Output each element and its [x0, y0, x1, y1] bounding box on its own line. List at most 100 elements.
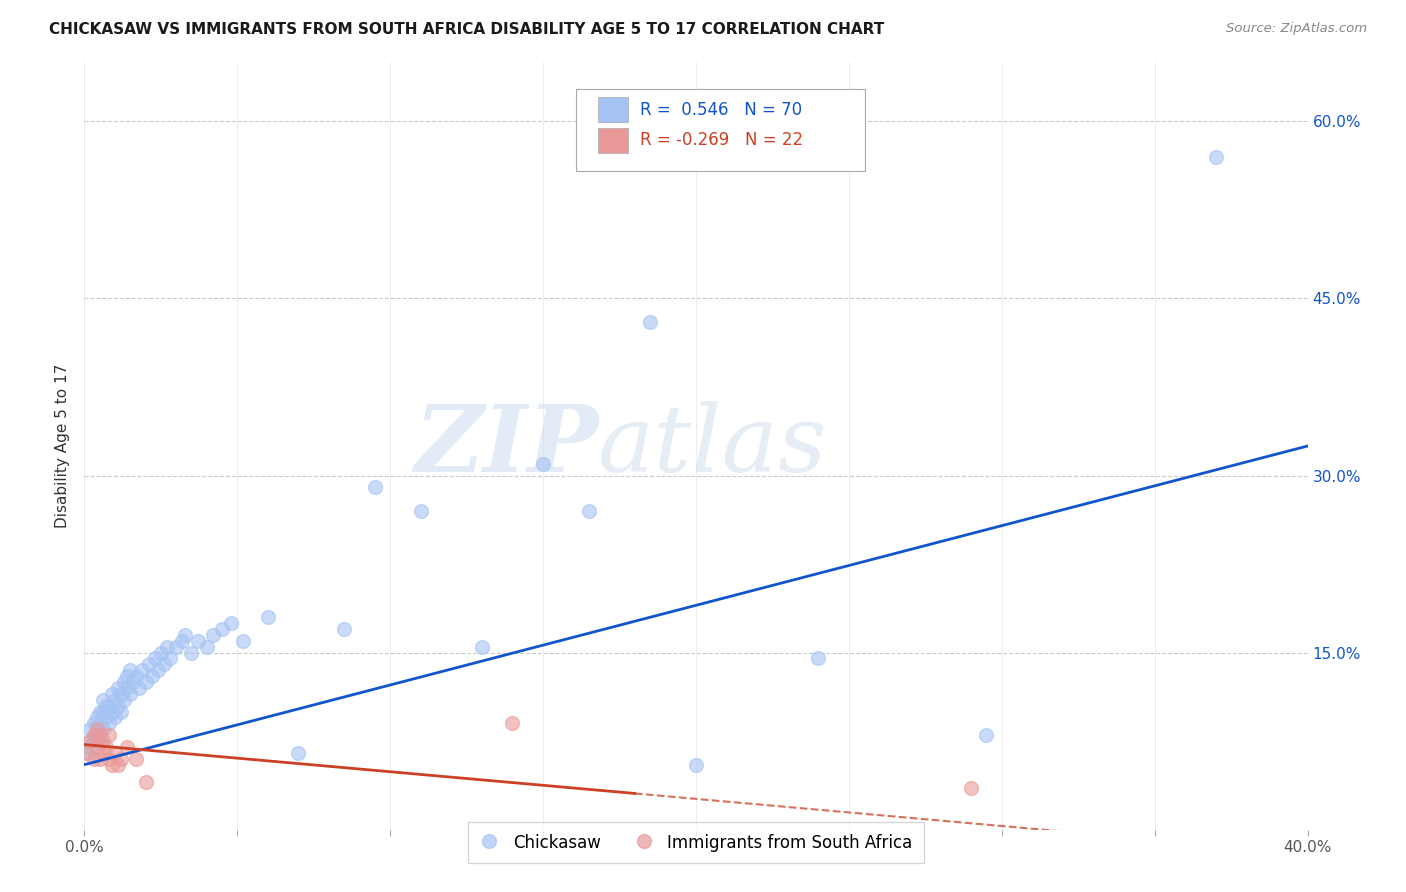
Point — [83, 734, 105, 748]
Point — [79, 723, 101, 737]
Point — [89, 728, 111, 742]
Point — [149, 646, 172, 660]
Point — [180, 646, 202, 660]
Point — [146, 663, 169, 677]
Point — [89, 716, 111, 731]
Point — [110, 687, 132, 701]
Point — [232, 633, 254, 648]
Point — [138, 657, 160, 672]
Text: ZIP: ZIP — [413, 401, 598, 491]
Point — [976, 728, 998, 742]
Point — [115, 669, 138, 683]
Point — [135, 775, 157, 789]
Point — [89, 705, 111, 719]
Point — [101, 757, 124, 772]
Point — [91, 723, 114, 737]
Point — [104, 692, 127, 706]
Point — [107, 681, 129, 695]
Point — [86, 739, 108, 754]
Point — [174, 628, 197, 642]
Point — [122, 675, 145, 690]
Point — [287, 746, 309, 760]
Point — [86, 723, 108, 737]
Point — [201, 628, 224, 642]
Point — [89, 734, 111, 748]
Point — [120, 663, 142, 677]
Point — [79, 734, 101, 748]
Point — [112, 675, 135, 690]
Point — [94, 698, 117, 713]
Point — [471, 640, 494, 654]
Point — [257, 610, 280, 624]
Point — [101, 705, 124, 719]
Point — [97, 728, 120, 742]
Point — [79, 739, 101, 754]
Point — [76, 746, 98, 760]
Text: CHICKASAW VS IMMIGRANTS FROM SOUTH AFRICA DISABILITY AGE 5 TO 17 CORRELATION CHA: CHICKASAW VS IMMIGRANTS FROM SOUTH AFRIC… — [49, 22, 884, 37]
Point — [83, 752, 105, 766]
Point — [120, 687, 142, 701]
Point — [110, 705, 132, 719]
Point — [186, 633, 208, 648]
Text: Source: ZipAtlas.com: Source: ZipAtlas.com — [1226, 22, 1367, 36]
Point — [104, 746, 127, 760]
Y-axis label: Disability Age 5 to 17: Disability Age 5 to 17 — [55, 364, 70, 528]
Point — [91, 705, 114, 719]
Point — [91, 734, 114, 748]
Point — [1205, 150, 1227, 164]
Point — [107, 757, 129, 772]
Point — [960, 781, 983, 796]
Point — [502, 716, 524, 731]
Point — [76, 746, 98, 760]
Point — [112, 692, 135, 706]
Point — [104, 710, 127, 724]
Point — [638, 315, 661, 329]
Point — [131, 663, 153, 677]
Point — [101, 687, 124, 701]
Point — [86, 728, 108, 742]
Point — [83, 728, 105, 742]
Text: atlas: atlas — [598, 401, 828, 491]
Point — [685, 757, 707, 772]
Point — [195, 640, 218, 654]
Point — [97, 752, 120, 766]
Point — [91, 692, 114, 706]
Point — [807, 651, 830, 665]
Point — [172, 633, 194, 648]
Text: R =  0.546   N = 70: R = 0.546 N = 70 — [640, 101, 801, 119]
Point — [125, 669, 148, 683]
Point — [89, 752, 111, 766]
Point — [141, 669, 163, 683]
Point — [115, 739, 138, 754]
Point — [115, 681, 138, 695]
Point — [86, 710, 108, 724]
Point — [143, 651, 166, 665]
Point — [333, 622, 356, 636]
Point — [83, 716, 105, 731]
Point — [97, 716, 120, 731]
Point — [107, 698, 129, 713]
Text: R = -0.269   N = 22: R = -0.269 N = 22 — [640, 131, 803, 149]
Point — [125, 752, 148, 766]
Point — [211, 622, 233, 636]
Point — [578, 504, 600, 518]
Point — [531, 457, 554, 471]
Point — [409, 504, 432, 518]
Point — [219, 615, 242, 630]
Point — [86, 723, 108, 737]
Point — [94, 710, 117, 724]
Point — [83, 728, 105, 742]
Point — [165, 640, 187, 654]
Point — [97, 698, 120, 713]
Point — [135, 675, 157, 690]
Point — [91, 746, 114, 760]
Point — [364, 480, 387, 494]
Point — [79, 734, 101, 748]
Point — [94, 739, 117, 754]
Point — [153, 657, 176, 672]
Legend: Chickasaw, Immigrants from South Africa: Chickasaw, Immigrants from South Africa — [468, 822, 924, 863]
Point — [156, 640, 179, 654]
Point — [128, 681, 150, 695]
Point — [110, 752, 132, 766]
Point — [159, 651, 181, 665]
